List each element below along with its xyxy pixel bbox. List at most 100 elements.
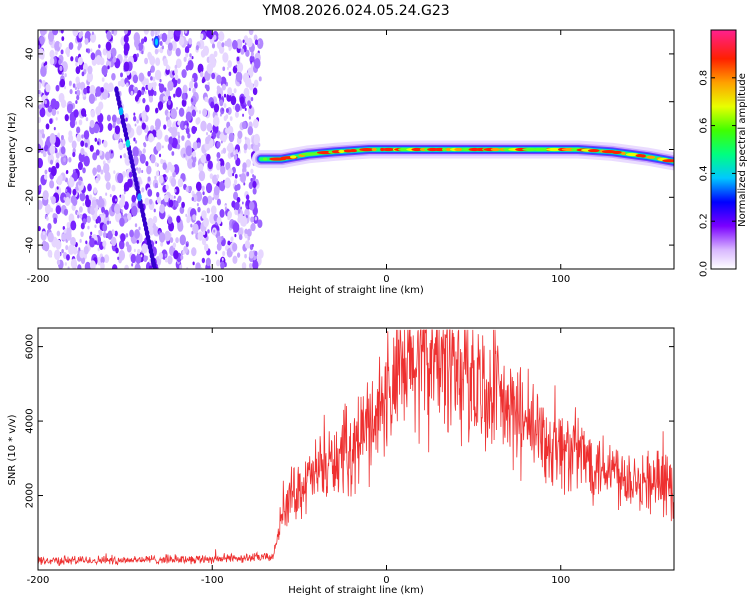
noise-blob xyxy=(70,220,77,231)
noise-blob xyxy=(100,262,105,269)
noise-blob xyxy=(61,71,64,76)
signal-hotspot xyxy=(359,148,375,152)
noise-blob xyxy=(70,258,78,269)
noise-blob xyxy=(91,31,94,35)
noise-blob xyxy=(139,180,143,185)
noise-blob xyxy=(78,206,83,213)
noise-blob xyxy=(105,192,108,196)
noise-blob xyxy=(133,112,136,116)
noise-blob xyxy=(80,231,84,238)
noise-blob xyxy=(240,173,247,183)
noise-blob xyxy=(230,236,234,242)
noise-blob xyxy=(150,65,155,73)
noise-blob xyxy=(244,253,247,259)
noise-blob xyxy=(119,138,122,142)
noise-blob xyxy=(134,86,139,94)
noise-blob xyxy=(208,53,216,65)
noise-blob xyxy=(97,112,104,124)
noise-blob xyxy=(185,186,189,192)
noise-blob xyxy=(54,40,61,52)
signal-hotspot xyxy=(587,148,600,153)
noise-blob xyxy=(237,62,244,73)
noise-blob xyxy=(125,82,129,87)
noise-blob xyxy=(56,110,60,115)
diagonal-blob xyxy=(152,265,157,269)
noise-blob xyxy=(178,36,185,46)
noise-blob xyxy=(186,122,189,126)
noise-blob xyxy=(55,50,58,56)
noise-blob xyxy=(132,146,139,158)
noise-blob xyxy=(118,141,124,151)
noise-blob xyxy=(213,185,220,196)
noise-blob xyxy=(152,84,156,91)
noise-blob xyxy=(156,129,163,140)
noise-blob xyxy=(236,56,240,62)
noise-blob xyxy=(153,90,157,96)
noise-blob xyxy=(77,161,83,171)
noise-blob xyxy=(136,45,139,51)
noise-blob xyxy=(158,175,164,184)
noise-blob xyxy=(101,77,105,82)
noise-blob xyxy=(134,223,138,228)
noise-blob xyxy=(235,64,238,68)
noise-blob xyxy=(50,98,57,109)
noise-blob xyxy=(198,110,202,114)
noise-blob xyxy=(233,154,238,161)
noise-blob xyxy=(112,123,116,129)
noise-blob xyxy=(70,195,77,205)
noise-blob xyxy=(235,149,239,155)
noise-blob xyxy=(94,96,97,101)
noise-blob xyxy=(173,195,176,199)
noise-blob xyxy=(236,183,241,191)
noise-blob xyxy=(63,208,68,216)
signal-hotspot xyxy=(490,147,500,152)
noise-blob xyxy=(155,141,162,152)
noise-blob xyxy=(225,108,229,113)
noise-blob xyxy=(63,157,66,162)
colorbar-tick-label: 0.4 xyxy=(699,165,710,181)
noise-blob xyxy=(53,217,58,224)
noise-blob xyxy=(193,82,198,89)
noise-blob xyxy=(77,56,83,66)
noise-blob xyxy=(244,107,247,111)
noise-blob xyxy=(80,140,85,147)
noise-blob xyxy=(243,143,248,151)
noise-blob xyxy=(167,128,170,132)
noise-blob xyxy=(181,135,185,141)
noise-blob xyxy=(148,95,154,103)
noise-blob xyxy=(59,65,63,72)
noise-blob xyxy=(250,51,254,57)
noise-blob xyxy=(103,246,106,250)
noise-blob xyxy=(115,198,117,202)
noise-blob xyxy=(187,132,191,139)
signal-hotspot xyxy=(533,147,550,152)
noise-blob xyxy=(248,250,254,259)
noise-blob xyxy=(224,206,227,211)
noise-blob xyxy=(213,50,218,58)
noise-blob xyxy=(64,114,69,122)
noise-blob xyxy=(148,133,154,143)
noise-blob xyxy=(176,143,181,150)
noise-blob xyxy=(142,97,146,104)
noise-blob xyxy=(245,194,250,201)
noise-blob xyxy=(107,65,110,70)
noise-blob xyxy=(133,32,141,43)
colorbar-tick-label: 0.0 xyxy=(699,261,710,277)
signal-hotspot xyxy=(625,152,639,157)
noise-blob xyxy=(46,216,49,221)
noise-blob xyxy=(44,174,48,180)
noise-blob xyxy=(179,206,185,215)
noise-blob xyxy=(206,153,211,162)
noise-blob xyxy=(257,40,261,45)
noise-blob xyxy=(197,142,201,149)
noise-blob xyxy=(40,230,47,241)
noise-blob xyxy=(191,109,197,117)
noise-blob xyxy=(72,151,76,158)
noise-blob xyxy=(75,66,81,75)
noise-blob xyxy=(158,252,163,260)
noise-blob xyxy=(125,117,128,122)
noise-blob xyxy=(65,170,69,175)
noise-blob xyxy=(234,173,238,179)
x-tick-label: -200 xyxy=(27,274,50,285)
noise-blob xyxy=(201,257,206,264)
